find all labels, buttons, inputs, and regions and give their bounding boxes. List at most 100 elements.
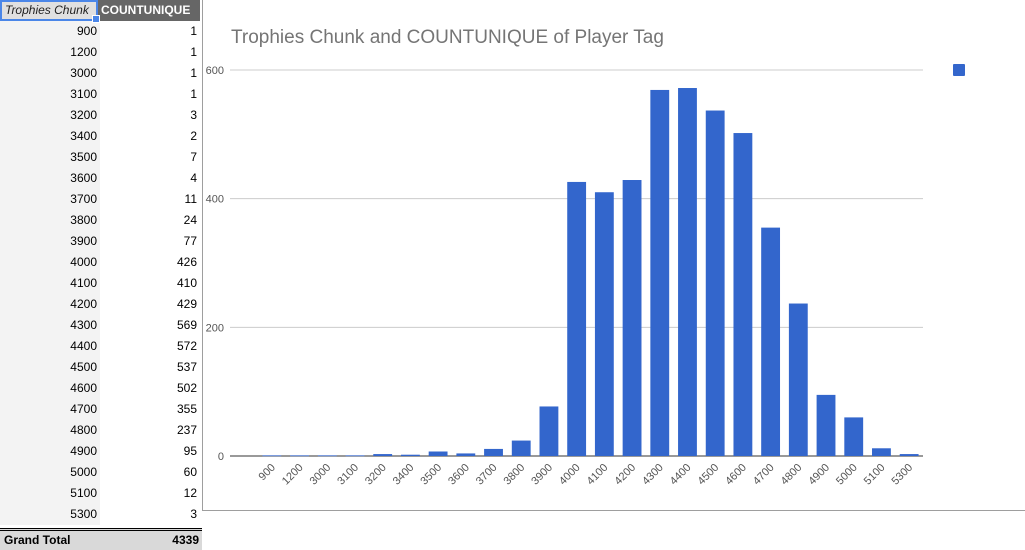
- trophies-cell[interactable]: 4500: [0, 357, 100, 378]
- table-row: 3100 1: [0, 84, 202, 105]
- trophies-cell[interactable]: 4900: [0, 441, 100, 462]
- bar[interactable]: [594, 192, 614, 456]
- count-cell[interactable]: 1: [190, 66, 197, 80]
- table-row: 3200 3: [0, 105, 202, 126]
- bar[interactable]: [428, 451, 448, 456]
- x-tick-label: 3500: [418, 462, 444, 488]
- count-cell[interactable]: 572: [176, 339, 197, 353]
- count-cell[interactable]: 355: [176, 402, 197, 416]
- bar[interactable]: [733, 133, 753, 456]
- table-row: 5100 12: [0, 483, 202, 504]
- trophies-cell[interactable]: 3400: [0, 126, 100, 147]
- trophies-cell[interactable]: 5300: [0, 504, 100, 525]
- bar[interactable]: [511, 440, 531, 456]
- bar[interactable]: [317, 455, 337, 457]
- trophies-cell[interactable]: 4300: [0, 315, 100, 336]
- trophies-cell[interactable]: 5100: [0, 483, 100, 504]
- count-cell[interactable]: 237: [176, 423, 197, 437]
- count-cell[interactable]: 502: [176, 381, 197, 395]
- trophies-cell[interactable]: 3200: [0, 105, 100, 126]
- trophies-cell[interactable]: 4800: [0, 420, 100, 441]
- bar[interactable]: [290, 455, 309, 457]
- count-cell[interactable]: 410: [176, 276, 197, 290]
- x-tick-label: 3100: [335, 462, 361, 488]
- bar[interactable]: [761, 227, 781, 456]
- trophies-cell[interactable]: 4700: [0, 399, 100, 420]
- bar[interactable]: [262, 455, 282, 457]
- grand-total-label: Grand Total: [4, 533, 71, 547]
- x-tick-label: 3200: [363, 462, 389, 488]
- table-row: 4600 502: [0, 378, 202, 399]
- table-row: 3500 7: [0, 147, 202, 168]
- trophies-cell[interactable]: 3100: [0, 84, 100, 105]
- table-row: 4700 355: [0, 399, 202, 420]
- x-tick-label: 4900: [806, 462, 832, 488]
- count-cell[interactable]: 429: [176, 297, 197, 311]
- bar[interactable]: [705, 110, 725, 456]
- x-tick-label: 4800: [779, 462, 805, 488]
- bar[interactable]: [484, 448, 503, 456]
- count-cell[interactable]: 426: [176, 255, 197, 269]
- pivot-table: Trophies Chunk COUNTUNIQUE 900 1 1200 1 3000…: [0, 0, 202, 525]
- trophies-cell[interactable]: 5000: [0, 462, 100, 483]
- bar[interactable]: [622, 180, 642, 456]
- count-cell[interactable]: 60: [183, 465, 197, 479]
- bar[interactable]: [539, 406, 559, 456]
- trophies-cell[interactable]: 3900: [0, 231, 100, 252]
- trophies-cell[interactable]: 3500: [0, 147, 100, 168]
- trophies-cell[interactable]: 3600: [0, 168, 100, 189]
- table-row: 4100 410: [0, 273, 202, 294]
- chart[interactable]: Trophies Chunk and COUNTUNIQUE of Player…: [202, 0, 1025, 511]
- count-cell[interactable]: 2: [190, 129, 197, 143]
- bar[interactable]: [872, 448, 891, 456]
- count-cell[interactable]: 1: [190, 87, 197, 101]
- x-tick-label: 4100: [585, 462, 611, 488]
- table-row: 4400 572: [0, 336, 202, 357]
- count-cell[interactable]: 77: [183, 234, 197, 248]
- count-cell[interactable]: 3: [190, 507, 197, 521]
- bar[interactable]: [345, 455, 365, 457]
- count-cell[interactable]: 7: [190, 150, 197, 164]
- x-tick-label: 1200: [280, 462, 306, 488]
- bar[interactable]: [899, 454, 919, 456]
- bar[interactable]: [678, 88, 697, 456]
- count-cell[interactable]: 569: [176, 318, 197, 332]
- bar[interactable]: [816, 394, 836, 456]
- count-cell[interactable]: 95: [183, 444, 197, 458]
- count-cell[interactable]: 3: [190, 108, 197, 122]
- count-cell[interactable]: 1: [190, 24, 197, 38]
- count-cell[interactable]: 11: [184, 192, 197, 206]
- count-cell[interactable]: 24: [183, 213, 197, 227]
- bar[interactable]: [373, 454, 393, 456]
- table-row: 3800 24: [0, 210, 202, 231]
- trophies-cell[interactable]: 3700: [0, 189, 100, 210]
- header-countunique[interactable]: COUNTUNIQUE: [98, 0, 200, 21]
- count-cell[interactable]: 12: [183, 486, 197, 500]
- bar[interactable]: [788, 303, 808, 456]
- header-trophies-chunk[interactable]: Trophies Chunk: [0, 0, 100, 23]
- grand-total-value: 4339: [172, 533, 199, 547]
- table-row: 4300 569: [0, 315, 202, 336]
- bar[interactable]: [650, 89, 670, 457]
- bar-chart-svg: Trophies Chunk and COUNTUNIQUE of Player…: [206, 27, 965, 488]
- trophies-cell[interactable]: 900: [0, 21, 100, 42]
- count-cell[interactable]: 4: [190, 171, 197, 185]
- table-row: 3700 11: [0, 189, 202, 210]
- x-tick-label: 4600: [723, 462, 749, 488]
- trophies-cell[interactable]: 4400: [0, 336, 100, 357]
- trophies-cell[interactable]: 4100: [0, 273, 100, 294]
- count-cell[interactable]: 537: [176, 360, 197, 374]
- trophies-cell[interactable]: 4000: [0, 252, 100, 273]
- trophies-cell[interactable]: 1200: [0, 42, 100, 63]
- count-cell[interactable]: 1: [190, 45, 197, 59]
- bar[interactable]: [567, 181, 587, 456]
- bar[interactable]: [400, 454, 420, 456]
- bar[interactable]: [844, 417, 864, 456]
- table-row: 900 1: [0, 21, 202, 42]
- trophies-cell[interactable]: 3000: [0, 63, 100, 84]
- bar[interactable]: [456, 453, 476, 456]
- trophies-cell[interactable]: 3800: [0, 210, 100, 231]
- trophies-cell[interactable]: 4200: [0, 294, 100, 315]
- trophies-cell[interactable]: 4600: [0, 378, 100, 399]
- y-tick-label: 200: [206, 322, 224, 334]
